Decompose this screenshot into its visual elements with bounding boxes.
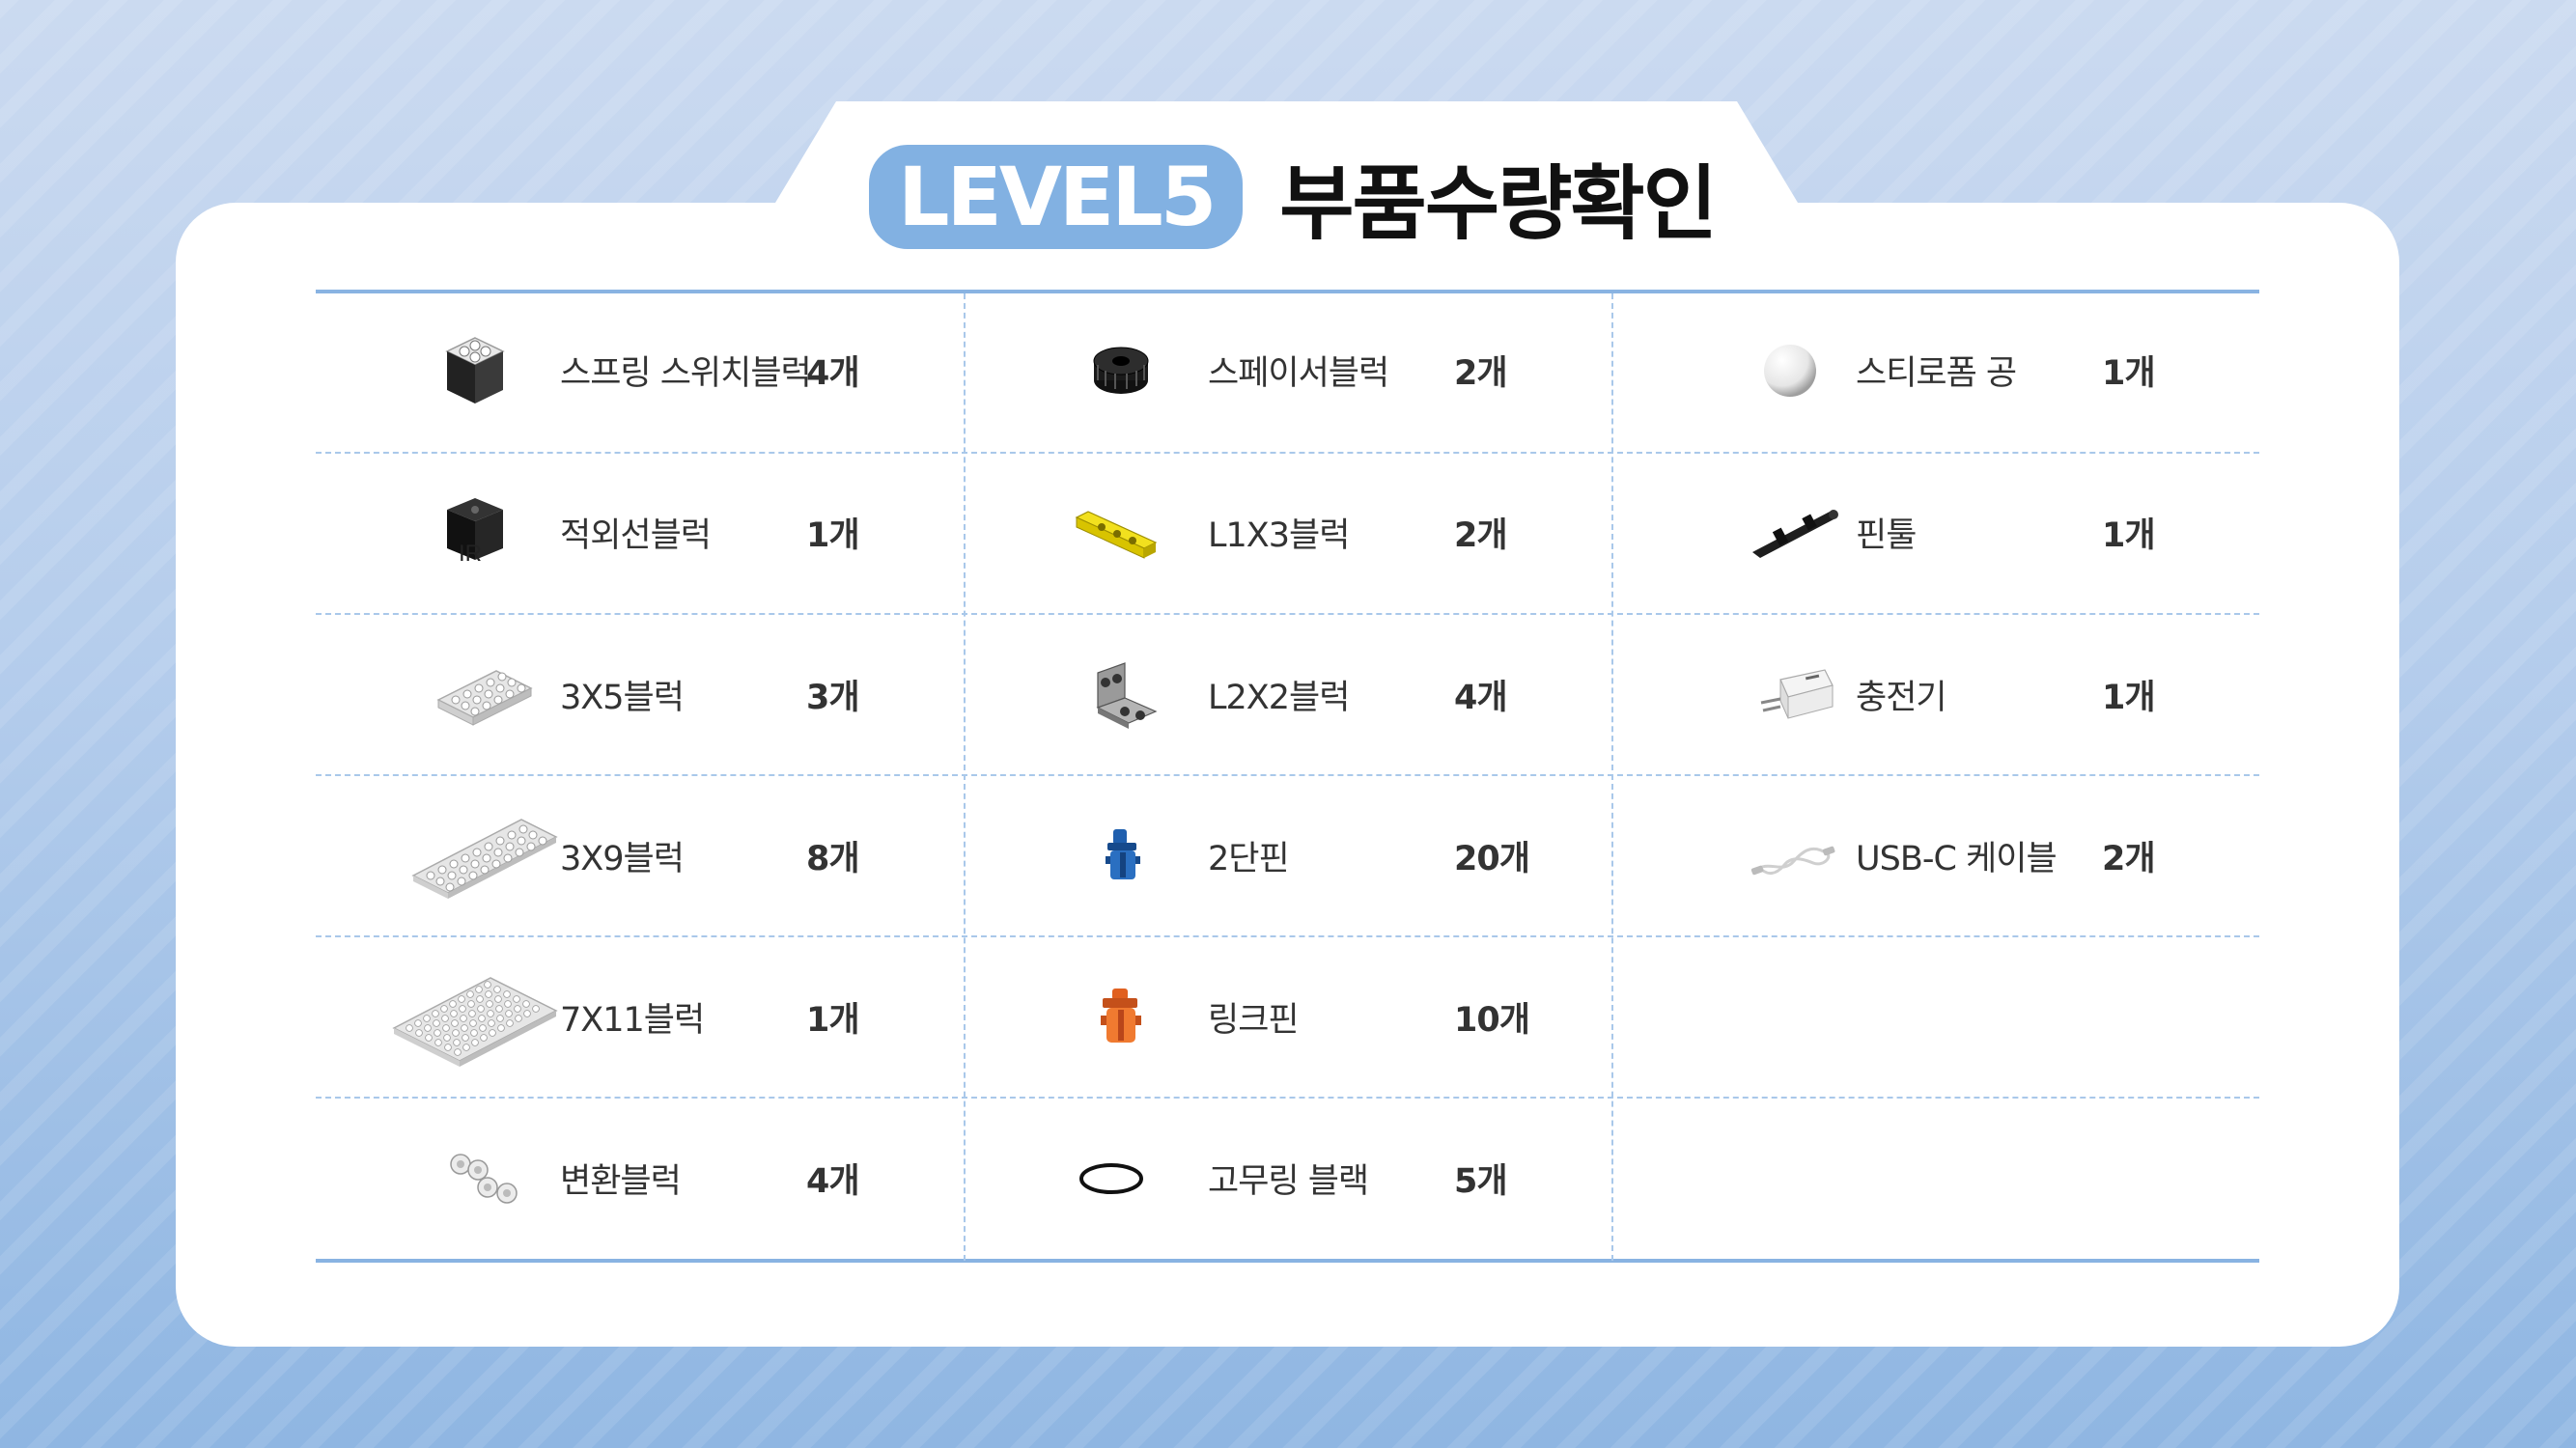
spacer-block-icon bbox=[1087, 290, 1155, 451]
part-row: L2X2블럭 4개 bbox=[964, 614, 1611, 775]
styrofoam-ball-icon bbox=[1761, 290, 1819, 451]
part-name: 2단핀 bbox=[1208, 840, 1290, 878]
part-qty: 2개 bbox=[2102, 840, 2156, 878]
column-divider bbox=[964, 293, 966, 1261]
level-badge: LEVEL5 bbox=[869, 145, 1244, 249]
part-name: L2X2블럭 bbox=[1208, 679, 1350, 717]
l2x2-block-icon bbox=[1087, 614, 1164, 775]
block-3x5-icon bbox=[432, 614, 538, 775]
part-row: 3X5블럭 3개 bbox=[316, 614, 964, 775]
part-name: 충전기 bbox=[1856, 679, 1947, 717]
infrared-block-icon: IR bbox=[441, 452, 509, 613]
table-top-border bbox=[316, 290, 2259, 293]
two-step-pin-icon bbox=[1099, 775, 1147, 936]
block-7x11-icon bbox=[388, 936, 562, 1098]
part-qty: 5개 bbox=[1454, 1162, 1508, 1201]
part-qty: 4개 bbox=[806, 1162, 860, 1201]
row-divider bbox=[316, 774, 2259, 776]
part-name: 3X9블럭 bbox=[560, 840, 685, 878]
row-divider bbox=[316, 935, 2259, 937]
part-name: 스페이서블럭 bbox=[1208, 354, 1389, 393]
usb-c-cable-icon bbox=[1747, 775, 1838, 936]
rubber-ring-icon bbox=[1075, 1098, 1147, 1259]
part-qty: 1개 bbox=[806, 516, 860, 555]
part-name: L1X3블럭 bbox=[1208, 516, 1350, 555]
part-name: 적외선블럭 bbox=[560, 516, 712, 555]
part-qty: 1개 bbox=[2102, 679, 2156, 717]
pin-tool-icon bbox=[1747, 452, 1843, 613]
part-name: 스프링 스위치블럭 bbox=[560, 354, 812, 393]
row-divider bbox=[316, 452, 2259, 454]
infrared-label: IR bbox=[459, 540, 482, 567]
parts-table: 스프링 스위치블럭 4개 IR 적외선블럭 1개 bbox=[316, 290, 2259, 1265]
part-row: 링크핀 10개 bbox=[964, 936, 1611, 1098]
part-qty: 3개 bbox=[806, 679, 860, 717]
block-3x9-icon bbox=[407, 775, 562, 936]
part-row: 스티로폼 공 1개 bbox=[1611, 290, 2259, 451]
part-row: 스페이서블럭 2개 bbox=[964, 290, 1611, 451]
part-qty: 4개 bbox=[806, 354, 860, 393]
part-qty: 8개 bbox=[806, 840, 860, 878]
part-qty: 2개 bbox=[1454, 354, 1508, 393]
row-divider bbox=[316, 1097, 2259, 1099]
part-qty: 2개 bbox=[1454, 516, 1508, 555]
charger-icon bbox=[1751, 614, 1838, 775]
part-qty: 10개 bbox=[1454, 1001, 1530, 1040]
page-title: 부품수량확인 bbox=[1279, 155, 1718, 251]
part-row: IR 적외선블럭 1개 bbox=[316, 452, 964, 613]
part-name: 링크핀 bbox=[1208, 1001, 1300, 1040]
part-qty: 1개 bbox=[2102, 516, 2156, 555]
part-qty: 4개 bbox=[1454, 679, 1508, 717]
table-bottom-border bbox=[316, 1259, 2259, 1263]
page-header: LEVEL5 부품수량확인 bbox=[869, 145, 1718, 251]
part-row: 핀툴 1개 bbox=[1611, 452, 2259, 613]
part-row: 고무링 블랙 5개 bbox=[964, 1098, 1611, 1259]
part-row: L1X3블럭 2개 bbox=[964, 452, 1611, 613]
link-pin-icon bbox=[1095, 936, 1147, 1098]
part-qty: 20개 bbox=[1454, 840, 1530, 878]
part-name: 7X11블럭 bbox=[560, 1001, 705, 1040]
part-row: 2단핀 20개 bbox=[964, 775, 1611, 936]
part-name: 스티로폼 공 bbox=[1856, 354, 2017, 393]
part-name: 고무링 블랙 bbox=[1208, 1162, 1369, 1201]
part-name: USB-C 케이블 bbox=[1856, 840, 2058, 878]
converter-block-icon bbox=[441, 1098, 528, 1259]
part-row: 3X9블럭 8개 bbox=[316, 775, 964, 936]
part-row: 7X11블럭 1개 bbox=[316, 936, 964, 1098]
part-name: 3X5블럭 bbox=[560, 679, 685, 717]
part-row: 스프링 스위치블럭 4개 bbox=[316, 290, 964, 451]
part-name: 핀툴 bbox=[1856, 516, 1917, 555]
part-row: USB-C 케이블 2개 bbox=[1611, 775, 2259, 936]
row-divider bbox=[316, 613, 2259, 615]
column-divider bbox=[1611, 293, 1613, 1261]
l1x3-block-icon bbox=[1070, 452, 1162, 613]
part-row: 충전기 1개 bbox=[1611, 614, 2259, 775]
spring-switch-block-icon bbox=[441, 290, 509, 451]
part-qty: 1개 bbox=[806, 1001, 860, 1040]
part-qty: 1개 bbox=[2102, 354, 2156, 393]
part-name: 변환블럭 bbox=[560, 1162, 682, 1201]
part-row: 변환블럭 4개 bbox=[316, 1098, 964, 1259]
